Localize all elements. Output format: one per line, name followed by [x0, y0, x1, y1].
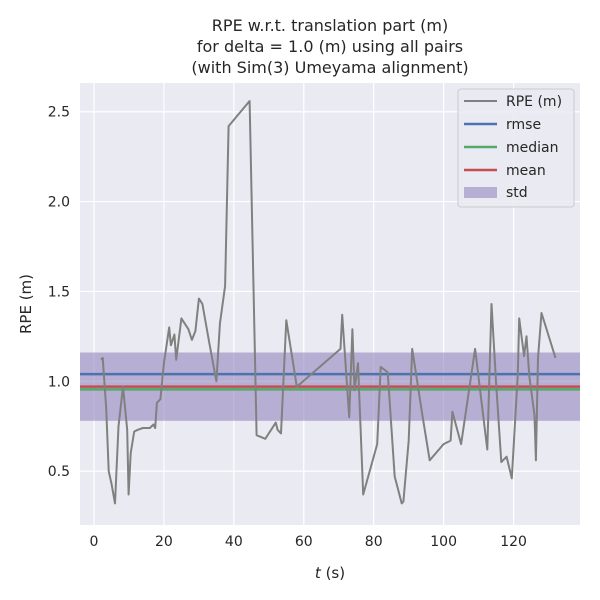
legend-label-mean: mean: [506, 163, 546, 179]
x-tick-label: 40: [225, 534, 243, 550]
x-tick-label: 0: [90, 534, 99, 550]
x-tick-label: 60: [295, 534, 313, 550]
x-tick-label: 100: [430, 534, 457, 550]
rpe-series-line: [100, 100, 557, 505]
x-tick-labels: 0 20 40 60 80 100 120: [90, 534, 527, 550]
y-tick-label: 2.0: [48, 195, 70, 211]
chart-title-line-3: (with Sim(3) Umeyama alignment): [191, 58, 468, 77]
x-tick-label: 80: [365, 534, 383, 550]
y-tick-labels: 0.5 1.0 1.5 2.0 2.5: [48, 105, 70, 480]
x-axis-label-variable: t: [315, 564, 322, 582]
legend-label-std: std: [506, 185, 528, 201]
x-tick-label: 20: [155, 534, 173, 550]
y-tick-label: 0.5: [48, 464, 70, 480]
y-tick-label: 1.0: [48, 374, 70, 390]
x-axis-label: t (s): [315, 564, 345, 582]
chart-title-line-2: for delta = 1.0 (m) using all pairs: [197, 37, 463, 56]
legend-label-median: median: [506, 140, 558, 156]
chart-title-line-1: RPE w.r.t. translation part (m): [212, 16, 448, 35]
legend-label-rmse: rmse: [506, 117, 541, 133]
y-axis-label: RPE (m): [17, 274, 35, 334]
legend-label-rpe: RPE (m): [506, 94, 562, 110]
series-layer: [100, 100, 557, 505]
y-tick-label: 1.5: [48, 284, 70, 300]
legend: RPE (m) rmse median mean std: [457, 88, 575, 208]
x-axis-label-unit: (s): [321, 564, 345, 582]
legend-box: [457, 88, 575, 208]
legend-swatch-std: [464, 187, 497, 198]
y-tick-label: 2.5: [48, 105, 70, 121]
x-tick-label: 120: [500, 534, 527, 550]
